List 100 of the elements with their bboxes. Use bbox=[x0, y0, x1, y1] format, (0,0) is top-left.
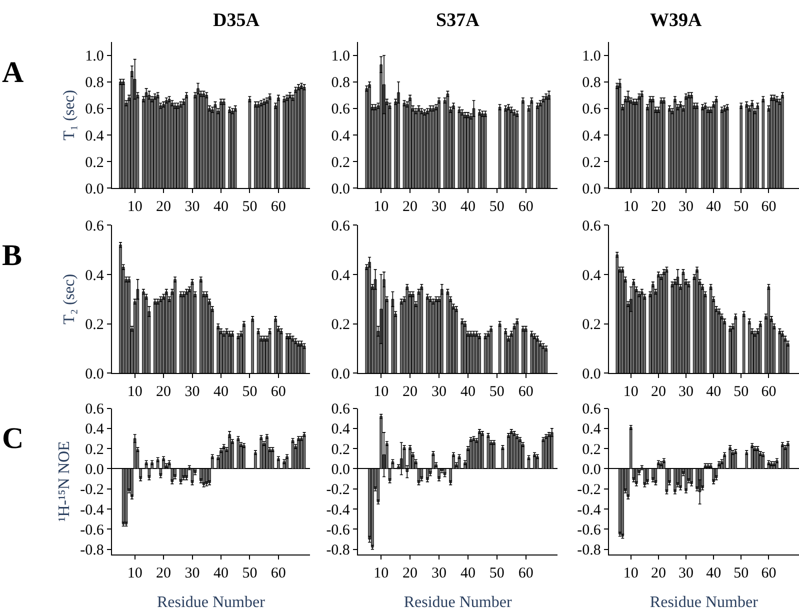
x-tick-label: 30 bbox=[432, 384, 447, 400]
x-tick-label: 40 bbox=[213, 199, 228, 216]
x-tick-label: 30 bbox=[184, 384, 200, 400]
x-tick-label: 60 bbox=[518, 384, 534, 400]
x-tick-label: 30 bbox=[678, 565, 694, 582]
x-tick-label: 10 bbox=[127, 199, 142, 216]
x-tick-label: 50 bbox=[734, 199, 749, 216]
y-tick-label: 0.6 bbox=[85, 102, 104, 118]
y-tick-label: 0.0 bbox=[85, 181, 104, 198]
x-tick-label: 10 bbox=[374, 199, 389, 216]
y-tick-label: -0.4 bbox=[577, 502, 602, 518]
y-tick-label: 1.0 bbox=[582, 48, 601, 65]
y-tick-label: -0.6 bbox=[80, 522, 104, 538]
x-tick-label: 30 bbox=[678, 384, 694, 400]
y-axis-title: ¹H-¹⁵N NOE bbox=[56, 441, 74, 522]
x-tick-label: 10 bbox=[623, 199, 638, 216]
x-tick-label: 10 bbox=[127, 565, 142, 582]
chart-title: W39A bbox=[650, 10, 702, 31]
x-tick-label: 60 bbox=[270, 565, 286, 582]
x-tick-label: 30 bbox=[432, 565, 447, 582]
x-tick-label: 10 bbox=[374, 565, 389, 582]
y-tick-label: -0.8 bbox=[80, 542, 104, 559]
x-tick-label: 60 bbox=[518, 199, 534, 216]
x-tick-label: 40 bbox=[706, 565, 722, 582]
x-tick-label: 30 bbox=[184, 199, 200, 216]
y-tick-label: 1.0 bbox=[85, 48, 104, 65]
x-tick-label: 40 bbox=[213, 565, 228, 582]
x-tick-label: 40 bbox=[213, 384, 228, 400]
y-tick-label: 1.0 bbox=[331, 48, 350, 65]
y-tick-label: 0.2 bbox=[85, 154, 104, 171]
y-tick-label: -0.2 bbox=[577, 482, 601, 498]
x-tick-label: 30 bbox=[184, 565, 200, 582]
x-tick-label: 40 bbox=[460, 199, 476, 216]
x-tick-label: 60 bbox=[761, 565, 776, 582]
x-tick-label: 50 bbox=[489, 565, 504, 582]
y-tick-label: -0.8 bbox=[326, 542, 350, 559]
x-tick-label: 20 bbox=[156, 384, 172, 400]
x-tick-label: 40 bbox=[460, 384, 476, 400]
y-tick-label: 0.0 bbox=[582, 181, 601, 198]
x-axis-title: Residue Number bbox=[156, 594, 266, 612]
x-tick-label: 30 bbox=[432, 199, 447, 216]
x-tick-label: 20 bbox=[650, 384, 666, 400]
y-tick-label: 0.8 bbox=[85, 75, 104, 92]
x-tick-label: 60 bbox=[761, 199, 776, 216]
y-tick-label: -0.4 bbox=[326, 502, 350, 518]
x-tick-label: 50 bbox=[734, 565, 749, 582]
y-tick-label: 0.4 bbox=[582, 128, 602, 144]
y-tick-label: 0.2 bbox=[85, 442, 104, 458]
y-tick-label: 0.0 bbox=[331, 181, 350, 198]
x-tick-label: 60 bbox=[270, 384, 286, 400]
y-tick-label: 0.6 bbox=[582, 102, 602, 118]
y-tick-label: 0.8 bbox=[331, 75, 350, 92]
y-tick-label: 0.4 bbox=[85, 128, 104, 144]
x-tick-label: 20 bbox=[402, 199, 418, 216]
y-tick-label: -0.2 bbox=[80, 482, 104, 498]
x-tick-label: 10 bbox=[127, 384, 142, 400]
chart-title: D35A bbox=[213, 10, 260, 31]
y-tick-label: 0.0 bbox=[582, 366, 601, 382]
y-tick-label: -0.8 bbox=[577, 542, 601, 559]
y-tick-label: 0.0 bbox=[331, 366, 350, 382]
x-tick-label: 30 bbox=[678, 199, 694, 216]
x-tick-label: 20 bbox=[650, 565, 666, 582]
y-tick-label: 0.6 bbox=[85, 218, 104, 234]
x-tick-label: 40 bbox=[706, 384, 722, 400]
x-tick-label: 50 bbox=[242, 199, 258, 216]
x-tick-label: 60 bbox=[761, 384, 776, 400]
y-tick-label: 0.2 bbox=[582, 154, 601, 171]
y-tick-label: 0.2 bbox=[582, 317, 601, 334]
y-tick-label: 0.4 bbox=[331, 268, 350, 284]
y-tick-label: 0.0 bbox=[85, 462, 104, 478]
x-tick-label: 50 bbox=[489, 384, 504, 400]
x-tick-label: 10 bbox=[623, 384, 638, 400]
x-tick-label: 50 bbox=[242, 565, 258, 582]
x-tick-label: 20 bbox=[650, 199, 666, 216]
y-tick-label: 0.4 bbox=[85, 268, 104, 284]
y-tick-label: 0.4 bbox=[85, 422, 104, 438]
y-tick-label: 0.8 bbox=[582, 75, 601, 92]
y-tick-label: -0.6 bbox=[577, 522, 602, 538]
y-tick-label: 0.2 bbox=[331, 442, 350, 458]
text: A bbox=[2, 56, 24, 89]
y-tick-label: 0.0 bbox=[582, 462, 601, 478]
y-tick-label: -0.6 bbox=[326, 522, 350, 538]
y-tick-label: 0.4 bbox=[582, 422, 602, 438]
x-tick-label: 50 bbox=[242, 384, 258, 400]
y-axis-title: T₂ (sec) bbox=[61, 274, 78, 324]
x-tick-label: 50 bbox=[734, 384, 749, 400]
x-axis-title: Residue Number bbox=[404, 594, 512, 612]
y-tick-label: 0.6 bbox=[331, 218, 350, 234]
x-tick-label: 10 bbox=[623, 565, 638, 582]
y-tick-label: 0.0 bbox=[331, 462, 350, 478]
chart-title: S37A bbox=[436, 10, 480, 31]
x-tick-label: 50 bbox=[489, 199, 504, 216]
y-tick-label: 0.4 bbox=[331, 422, 350, 438]
y-tick-label: -0.4 bbox=[80, 502, 104, 518]
y-axis-title: T₁ (sec) bbox=[61, 90, 78, 140]
x-tick-label: 60 bbox=[518, 565, 534, 582]
y-tick-label: 0.2 bbox=[331, 154, 350, 171]
x-tick-label: 20 bbox=[156, 199, 172, 216]
y-tick-label: 0.2 bbox=[331, 317, 350, 334]
x-tick-label: 20 bbox=[402, 384, 418, 400]
